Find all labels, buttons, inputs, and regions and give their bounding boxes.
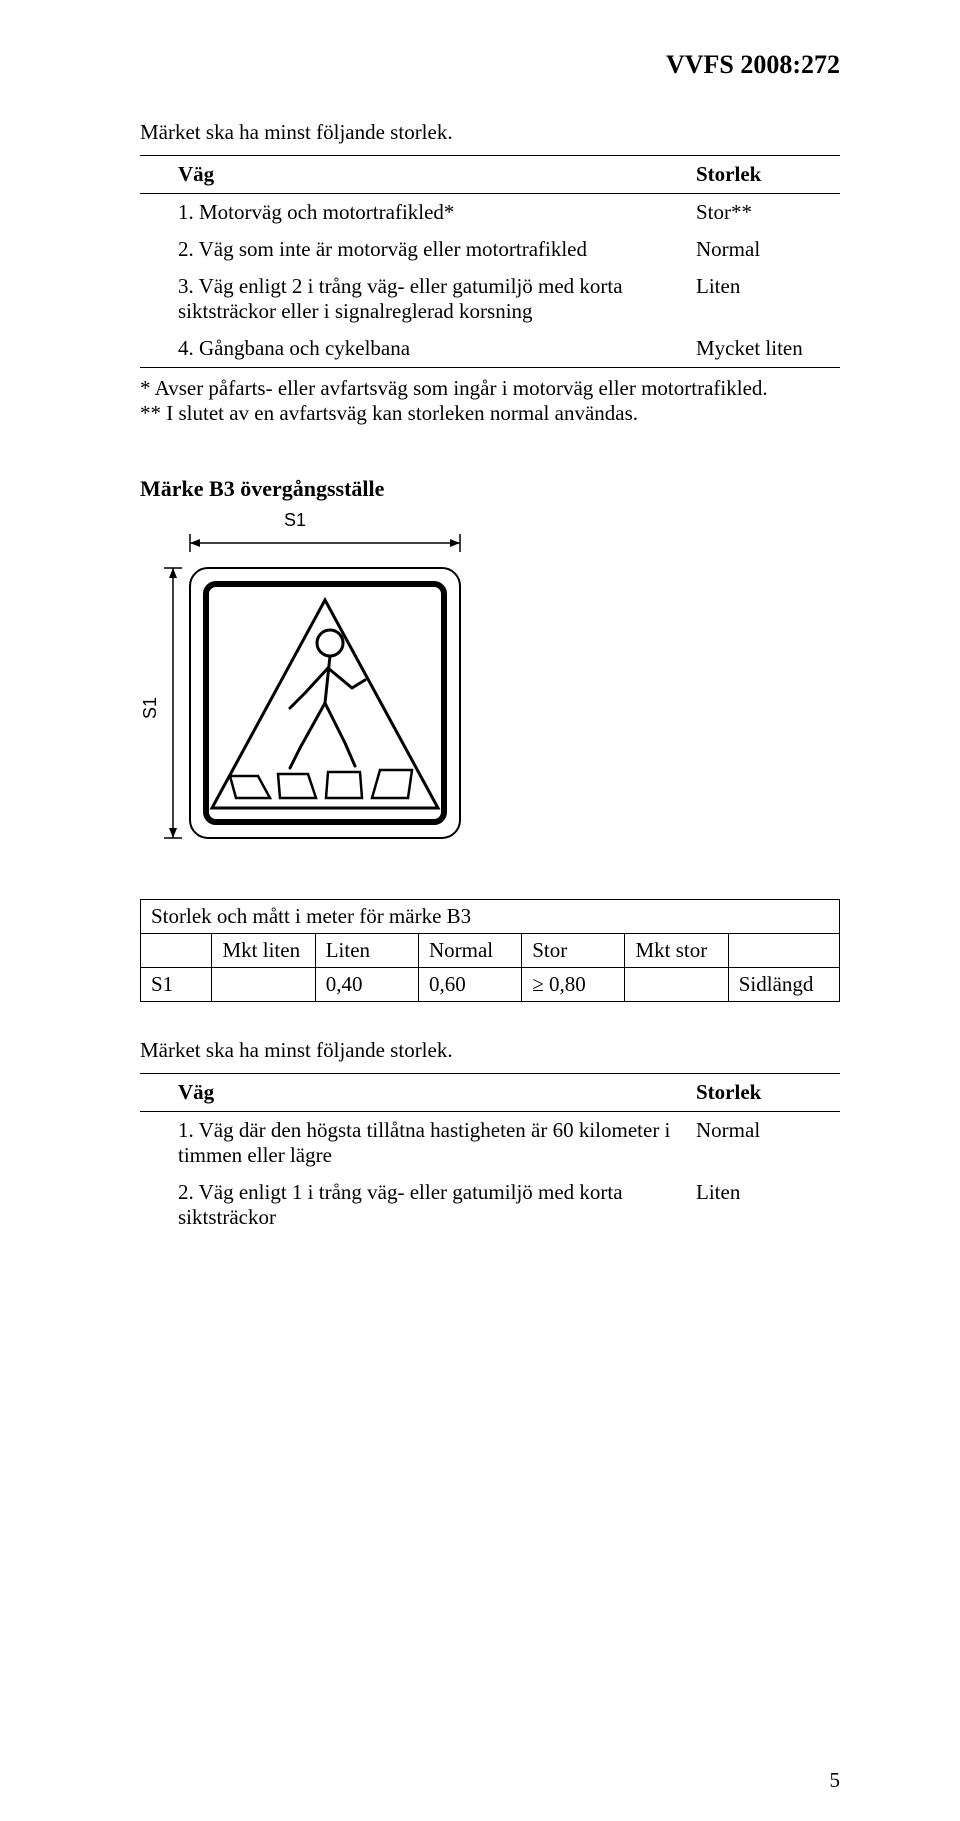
size-table-1: Väg Storlek 1. Motorväg och motortrafikl…	[140, 155, 840, 368]
dim-label-top: S1	[284, 510, 306, 530]
tbl2-cell: 0,40	[315, 968, 418, 1002]
tbl1-cell-left: 2. Väg som inte är motorväg eller motort…	[140, 231, 686, 268]
tbl3-head-right: Storlek	[686, 1074, 840, 1112]
table-row: 2. Väg som inte är motorväg eller motort…	[140, 231, 840, 268]
footnote-2: ** I slutet av en avfartsväg kan storlek…	[140, 401, 840, 426]
size-table-3: Väg Storlek 1. Väg där den högsta tillåt…	[140, 1073, 840, 1236]
tbl2-cell: Sidlängd	[728, 968, 839, 1002]
size-table-b3: Storlek och mått i meter för märke B3 Mk…	[140, 899, 840, 1002]
table-row: 1. Motorväg och motortrafikled* Stor**	[140, 194, 840, 232]
tbl2-head-6	[728, 934, 839, 968]
tbl1-cell-left: 1. Motorväg och motortrafikled*	[140, 194, 686, 232]
tbl2-cell: S1	[141, 968, 212, 1002]
tbl2-head-5: Mkt stor	[625, 934, 728, 968]
tbl3-cell-right: Liten	[686, 1174, 840, 1236]
sub-title-3: Märket ska ha minst följande storlek.	[140, 1038, 840, 1063]
table-row: S1 0,40 0,60 ≥ 0,80 Sidlängd	[141, 968, 840, 1002]
tbl1-cell-right: Liten	[686, 268, 840, 330]
tbl1-cell-left: 3. Väg enligt 2 i trång väg- eller gatum…	[140, 268, 686, 330]
tbl2-head-3: Normal	[418, 934, 521, 968]
table-row: 2. Väg enligt 1 i trång väg- eller gatum…	[140, 1174, 840, 1236]
b3-diagram: S1 S1	[140, 508, 840, 863]
tbl3-cell-left: 1. Väg där den högsta tillåtna hastighet…	[140, 1112, 686, 1175]
tbl2-title: Storlek och mått i meter för märke B3	[141, 900, 840, 934]
tbl2-cell: 0,60	[418, 968, 521, 1002]
table-row: 3. Väg enligt 2 i trång väg- eller gatum…	[140, 268, 840, 330]
tbl2-head-2: Liten	[315, 934, 418, 968]
page-number: 5	[830, 1768, 841, 1793]
tbl3-head-left: Väg	[140, 1074, 686, 1112]
section-b3-title: Märke B3 övergångsställe	[140, 476, 840, 502]
tbl2-head-4: Stor	[522, 934, 625, 968]
tbl1-cell-left: 4. Gångbana och cykelbana	[140, 330, 686, 368]
tbl2-cell: ≥ 0,80	[522, 968, 625, 1002]
tbl2-head-0	[141, 934, 212, 968]
tbl1-head-right: Storlek	[686, 156, 840, 194]
table-row: 4. Gångbana och cykelbana Mycket liten	[140, 330, 840, 368]
tbl1-cell-right: Normal	[686, 231, 840, 268]
tbl2-cell	[625, 968, 728, 1002]
tbl1-head-left: Väg	[140, 156, 686, 194]
tbl2-head-1: Mkt liten	[212, 934, 315, 968]
tbl1-cell-right: Stor**	[686, 194, 840, 232]
footnote-1: * Avser påfarts- eller avfartsväg som in…	[140, 376, 840, 401]
pedestrian-crossing-sign-icon: S1 S1	[140, 508, 480, 858]
document-header: VVFS 2008:272	[140, 50, 840, 80]
tbl1-cell-right: Mycket liten	[686, 330, 840, 368]
tbl3-cell-right: Normal	[686, 1112, 840, 1175]
dim-label-left: S1	[140, 697, 160, 719]
table-row: 1. Väg där den högsta tillåtna hastighet…	[140, 1112, 840, 1175]
tbl2-cell	[212, 968, 315, 1002]
lead-paragraph: Märket ska ha minst följande storlek.	[140, 120, 840, 145]
tbl3-cell-left: 2. Väg enligt 1 i trång väg- eller gatum…	[140, 1174, 686, 1236]
